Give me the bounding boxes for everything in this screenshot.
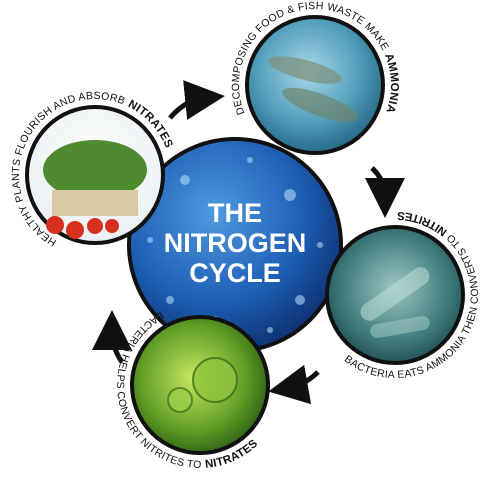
cell: [192, 357, 238, 403]
arrow: [364, 166, 405, 218]
fish: [282, 87, 358, 123]
droplets: [147, 157, 323, 333]
cell: [167, 387, 193, 413]
arrow: [92, 310, 133, 364]
center-title: NITROGEN: [164, 228, 307, 258]
planter: [52, 190, 138, 216]
arrow: [268, 364, 320, 405]
bacterium: [360, 267, 430, 321]
plants: [43, 140, 147, 200]
arrows: [92, 80, 405, 405]
arrow: [168, 80, 225, 120]
center-title: CYCLE: [189, 258, 281, 288]
bacterium: [370, 316, 430, 338]
center-title: THE: [208, 198, 262, 228]
tomatoes: [46, 216, 119, 239]
fish-image: [245, 15, 385, 155]
fish: [268, 56, 342, 84]
